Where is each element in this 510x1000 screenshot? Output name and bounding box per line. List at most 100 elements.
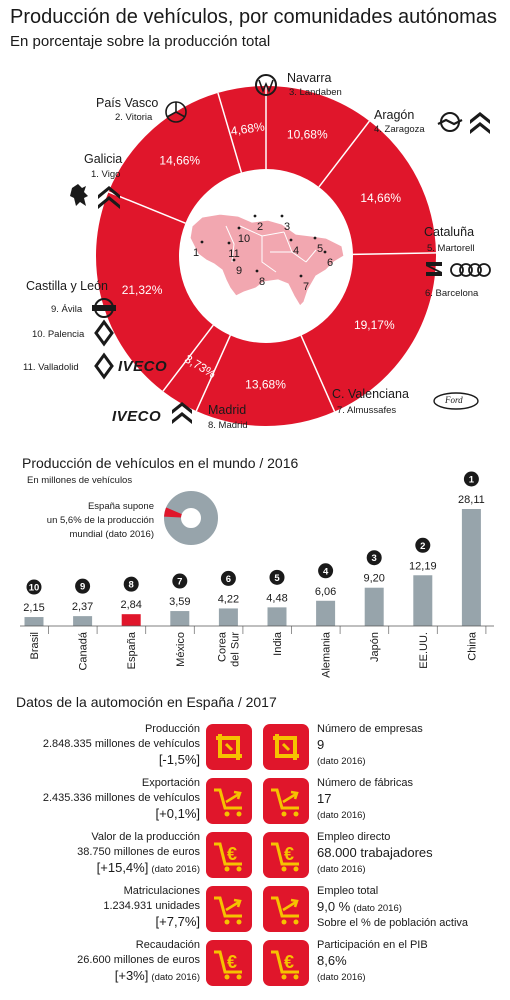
rank-number: 3 <box>372 553 377 564</box>
slice-separator <box>195 335 231 412</box>
page-subtitle: En porcentaje sobre la producción total <box>10 33 271 50</box>
donut-slice <box>217 86 266 173</box>
bar-chart-title: Producción de vehículos en el mundo / 20… <box>22 455 299 471</box>
plant-valladolid: 11. Valladolid <box>23 362 79 373</box>
category-label: China <box>466 631 478 661</box>
map-number: 11 <box>228 248 239 260</box>
rank-number: 9 <box>80 582 85 593</box>
spain-share-note-2: un 5,6% de la producción <box>46 515 154 526</box>
bar <box>316 600 336 626</box>
nissan-logo-icon <box>92 298 116 318</box>
slice-label: 21,32% <box>122 283 163 297</box>
rank-number: 4 <box>323 566 329 577</box>
bar <box>218 608 238 626</box>
renault-logo-icon <box>94 352 114 380</box>
region-galicia: Galicia <box>84 152 123 166</box>
cart-icon <box>263 778 309 824</box>
brand-logos <box>70 74 491 424</box>
donut-slices <box>95 86 436 426</box>
rank-badge <box>26 579 42 595</box>
rank-number: 1 <box>469 475 475 486</box>
bar-value-label: 28,11 <box>458 494 485 506</box>
slice-label: 19,17% <box>354 318 395 332</box>
rank-badge <box>172 573 188 589</box>
plant-madrid: 8. Madrid <box>208 420 248 431</box>
plant-pais-vasco: 2. Vitoria <box>115 112 153 123</box>
category-label: del Sur <box>229 632 241 667</box>
plant-barcelona: 6. Barcelona <box>425 288 479 299</box>
region-castilla: Castilla y León <box>26 279 108 293</box>
slice-label: 13,68% <box>245 377 286 391</box>
map-number: 10 <box>238 233 250 245</box>
rank-badge <box>366 550 382 566</box>
renault-logo-icon <box>94 319 114 347</box>
euro-cart-icon: € <box>263 940 309 986</box>
map-number: 2 <box>257 221 263 233</box>
stat-left-1: Exportación 2.435.336 millones de vehícul… <box>42 777 200 821</box>
seat-logo-icon <box>426 262 442 276</box>
plant-dot <box>253 214 257 218</box>
stat-right-3: Empleo total 9,0 % (dato 2016) Sobre el % … <box>317 885 469 929</box>
cart-icon <box>263 886 309 932</box>
donut-slice <box>95 191 214 392</box>
plant-dot <box>237 226 241 230</box>
bar-value-label: 2,37 <box>72 601 93 613</box>
map-number: 1 <box>193 247 199 259</box>
category-label: México <box>175 632 187 667</box>
svg-text:€: € <box>227 844 237 864</box>
region-valencia: C. Valenciana <box>332 387 409 401</box>
svg-text:€: € <box>284 952 294 972</box>
cart-icon <box>206 778 252 824</box>
stat-right-1: Número de fábricas 17 (dato 2016) <box>317 777 413 821</box>
map-number: 9 <box>236 265 242 277</box>
bar-chart-unit: En millones de vehículos <box>27 475 133 486</box>
donut-slice <box>301 252 436 412</box>
slice-label: 14,66% <box>159 154 200 168</box>
bar-value-label: 4,48 <box>266 592 287 604</box>
category-label: Japón <box>369 632 381 662</box>
plant-dot <box>313 236 317 240</box>
bar <box>413 575 433 626</box>
plant-dot <box>227 241 231 245</box>
slice-label: 14,66% <box>360 191 401 205</box>
stat-right-0: Número de empresas 9 (dato 2016) <box>317 723 423 767</box>
bar-value-label: 3,59 <box>169 596 190 608</box>
region-cataluna: Cataluña <box>424 225 475 239</box>
plant-galicia: 1. Vigo <box>91 169 121 180</box>
rank-badge <box>318 563 334 579</box>
map-number: 5 <box>317 243 323 255</box>
euro-cart-icon: € <box>206 940 252 986</box>
rank-badge <box>269 569 285 585</box>
bar <box>267 607 287 626</box>
rank-number: 2 <box>420 541 425 552</box>
category-label: Canadá <box>78 631 90 670</box>
citroen-logo-icon <box>470 112 490 134</box>
map-number: 6 <box>327 257 333 269</box>
stat-right-4: Participación en el PIB 8,6% (dato 2016) <box>317 939 428 983</box>
plant-dot <box>299 274 303 278</box>
volkswagen-logo-icon <box>255 74 277 96</box>
rank-badge <box>75 578 91 594</box>
plant-almussafes: 7. Almussafes <box>337 405 397 416</box>
slice-separator <box>318 120 371 188</box>
slice-separator <box>217 92 243 173</box>
category-label: India <box>272 631 284 656</box>
slice-separator <box>300 335 336 412</box>
rank-badge <box>220 570 236 586</box>
spain-map <box>189 213 345 307</box>
map-number: 7 <box>303 281 309 293</box>
bar <box>73 616 93 626</box>
world-production-bar-chart: 2,15 10 Brasil 2,37 9 Canadá 2,84 8 España 3,59 7 M… <box>20 471 494 678</box>
category-label: Brasil <box>29 632 41 660</box>
crop-icon <box>263 724 309 770</box>
euro-cart-icon: € <box>206 832 252 878</box>
slice-label: 4,68% <box>230 119 266 138</box>
donut-slice <box>196 335 335 426</box>
svg-text:€: € <box>227 952 237 972</box>
category-label: España <box>126 631 138 669</box>
donut-slice <box>162 325 231 412</box>
donut-slice <box>108 92 242 224</box>
plant-palencia: 10. Palencia <box>32 329 85 340</box>
plant-dot <box>232 258 236 262</box>
svg-text:€: € <box>284 844 294 864</box>
